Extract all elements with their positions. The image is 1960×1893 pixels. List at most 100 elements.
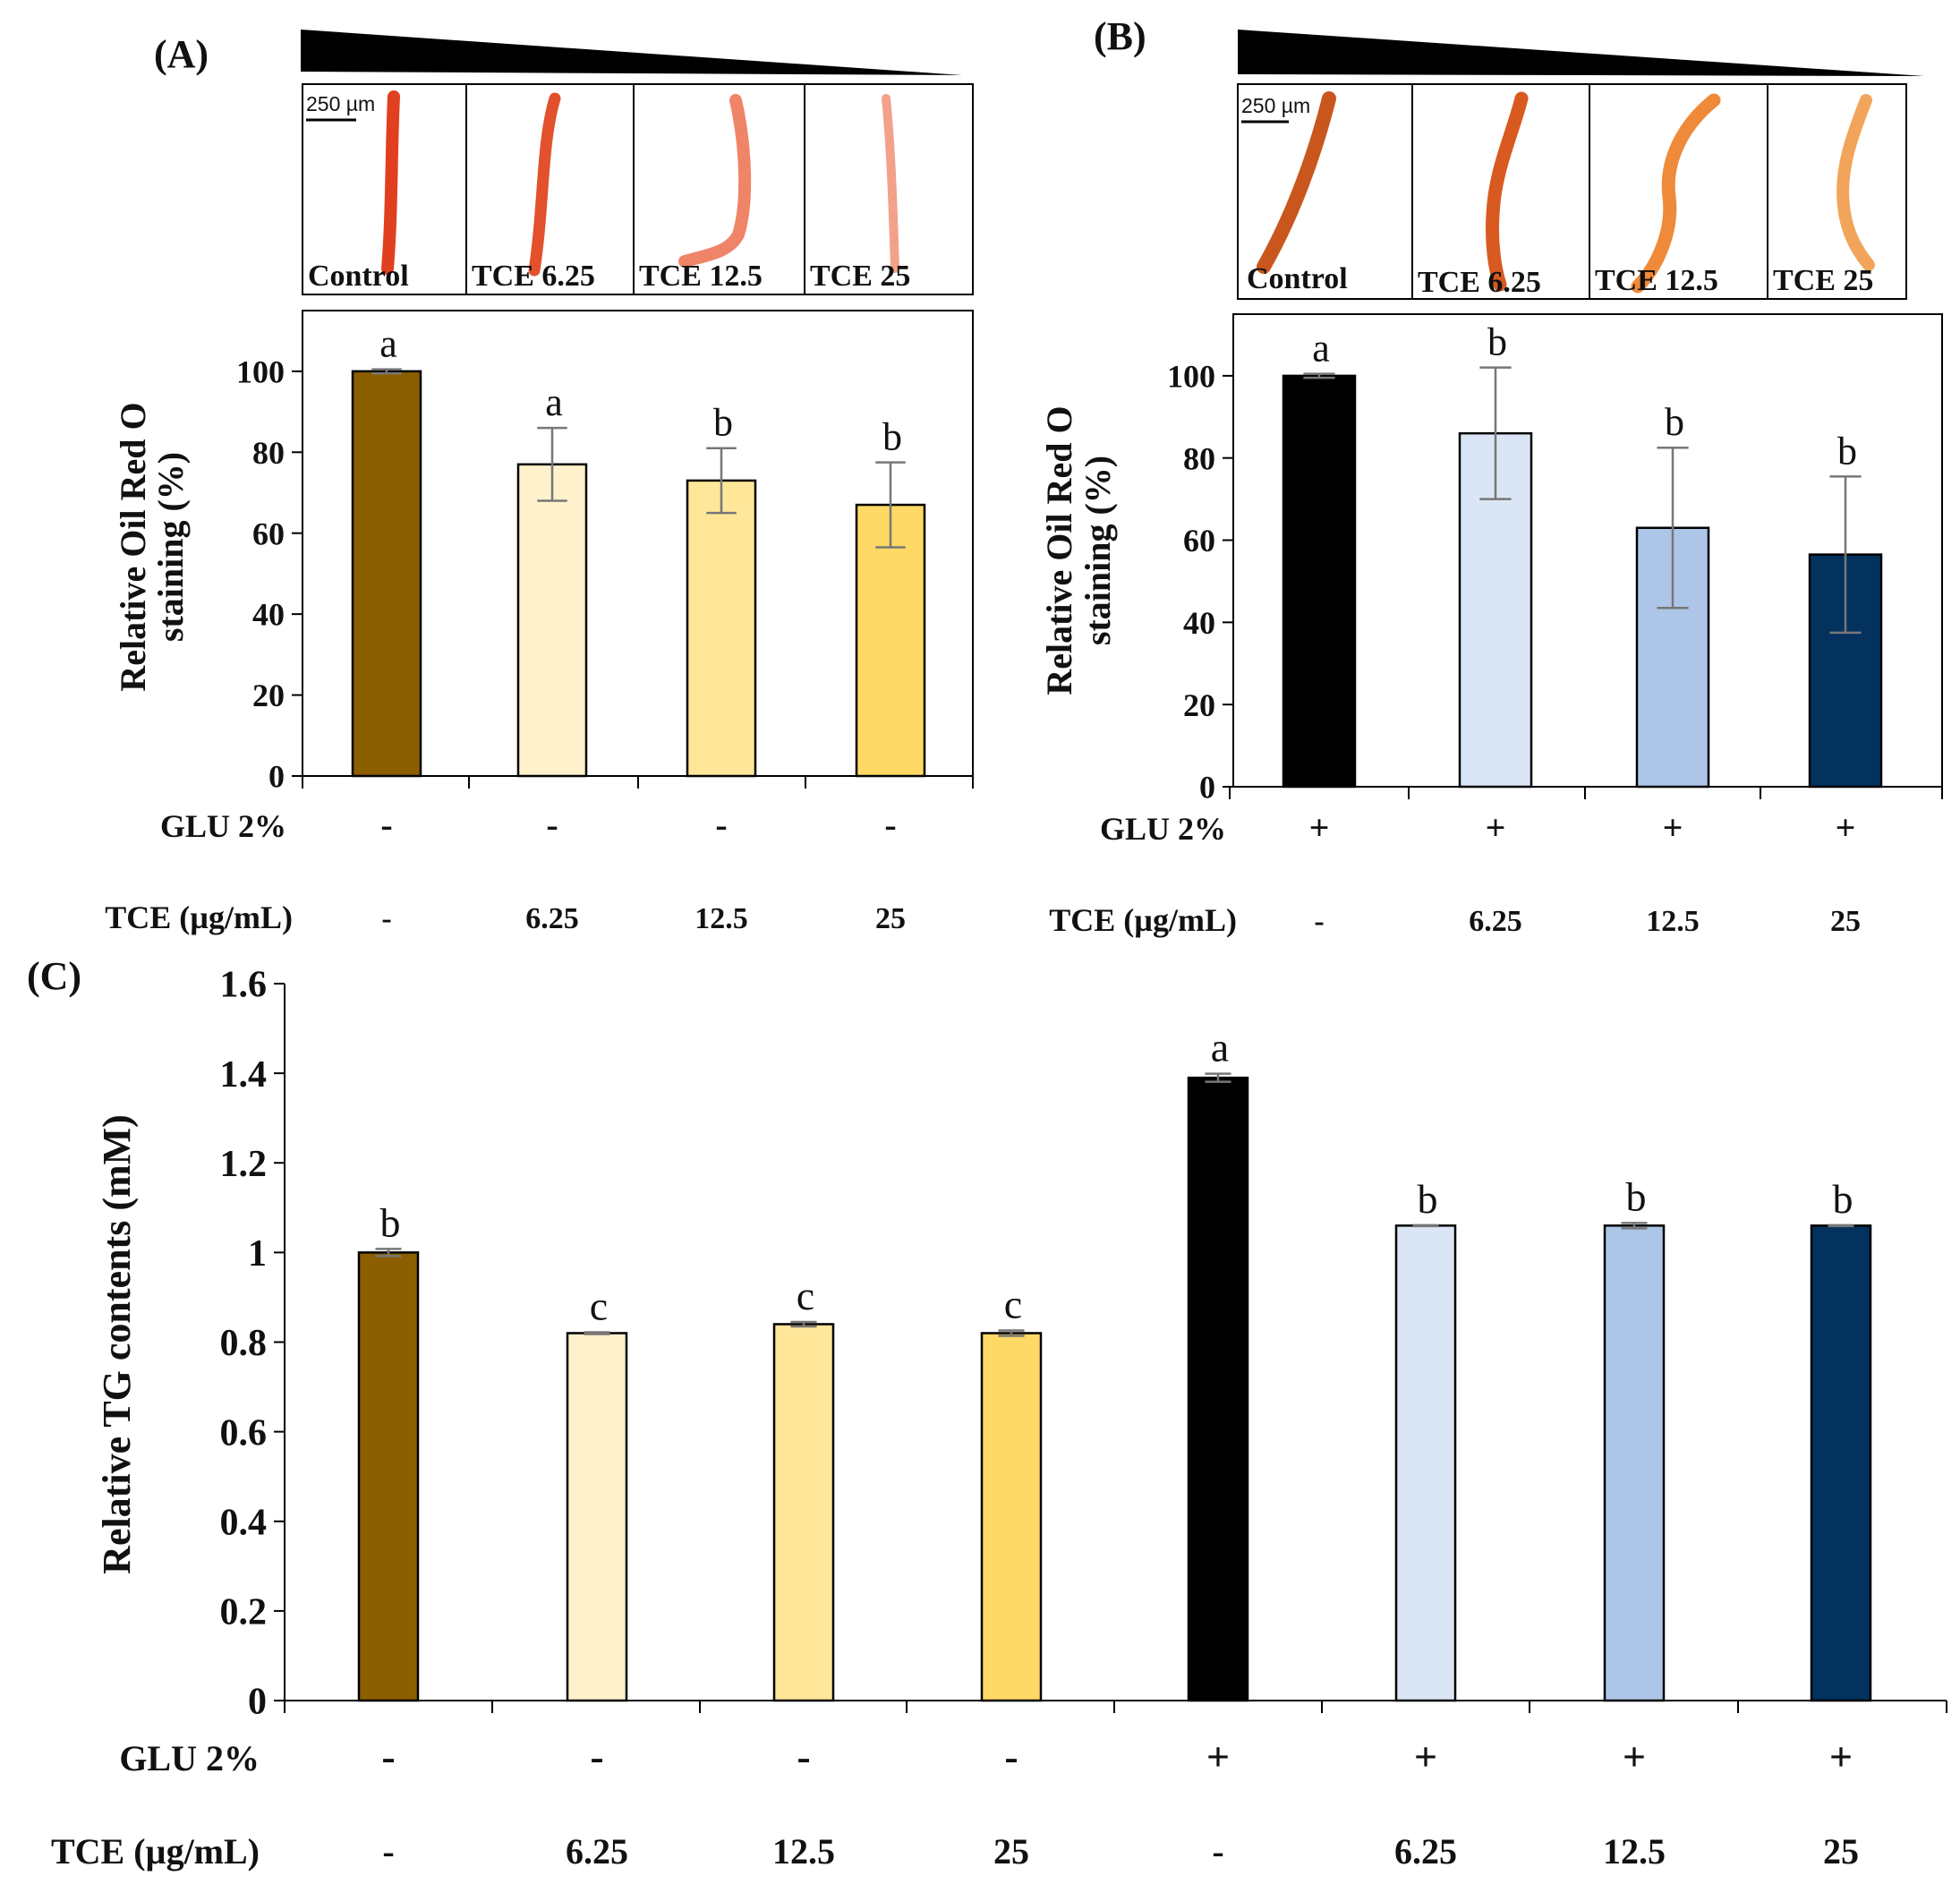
- chart-a-ytick-label: 40: [252, 597, 285, 633]
- chart-a-ytick-label: 60: [252, 516, 285, 551]
- chart-a-tce-value: 12.5: [695, 902, 748, 935]
- panel-label-c: (C): [27, 954, 81, 998]
- chart-b-tce-value: 12.5: [1646, 905, 1700, 938]
- chart-a-significance-letter: a: [379, 322, 397, 366]
- chart-c: 0 0.2 0.4 0.6 0.8 1 1.2 1.4 1.6 b c c c a b b b GLU 2% T…: [51, 965, 1947, 1872]
- worm-a-tce625: [528, 92, 561, 277]
- chart-b-ytick-label: 80: [1183, 440, 1215, 476]
- chart-a-significance-letter: b: [713, 401, 733, 445]
- chart-b-ytick-label: 100: [1167, 358, 1215, 394]
- chart-b-tce-value: -: [1314, 905, 1324, 938]
- chart-b-glu-value: +: [1486, 807, 1506, 848]
- chart-c-bar: [772, 1323, 835, 1702]
- chart-c-significance-letter: c: [1004, 1281, 1022, 1326]
- chart-c-significance-letter: c: [590, 1283, 608, 1328]
- chart-c-bar: [1603, 1224, 1666, 1702]
- chart-a-condition-rows: GLU 2% TCE (µg/mL) - - - - - 6.25 12.5 25: [105, 805, 906, 935]
- chart-a-ylabel-line1: Relative Oil Red O: [113, 402, 153, 691]
- chart-c-significance-letter: c: [797, 1273, 814, 1318]
- chart-c-glu-value: -: [797, 1734, 810, 1779]
- chart-a-bar: [516, 463, 588, 778]
- chart-a-row-label-glu: GLU 2%: [160, 808, 286, 844]
- chart-c-y-ticks: 0 0.2 0.4 0.6 0.8 1 1.2 1.4 1.6: [220, 965, 285, 1723]
- chart-c-ytick-label: 0.6: [220, 1412, 268, 1454]
- chart-a-bars: a a b b: [351, 322, 926, 778]
- image-strip-b: 250 µm Control TCE 6.25 TCE 12.5 TCE 25: [1237, 83, 1907, 300]
- chart-c-row-label-glu: GLU 2%: [119, 1738, 260, 1778]
- chart-c-bars: b c c c a b b b: [357, 1025, 1872, 1702]
- chart-c-bar: [1187, 1076, 1249, 1702]
- chart-a: 0 20 40 60 80 100 a a b b GLU 2% TCE (µg/mL) - - - - -…: [105, 310, 974, 935]
- chart-c-glu-value: -: [590, 1734, 603, 1779]
- chart-c-ylabel: Relative TG contents (mM): [95, 1114, 139, 1574]
- chart-b-glu-value: +: [1309, 807, 1330, 848]
- image-label-a-2: TCE 6.25: [472, 260, 595, 293]
- chart-c-significance-letter: b: [1418, 1176, 1438, 1222]
- chart-a-bar: [351, 370, 422, 778]
- chart-c-ytick-label: 1.4: [220, 1054, 268, 1096]
- chart-a-bar: [686, 479, 757, 778]
- chart-b-significance-letter: b: [1487, 320, 1507, 364]
- chart-c-ytick-label: 1: [248, 1233, 267, 1275]
- chart-b-ytick-label: 0: [1199, 770, 1215, 806]
- chart-c-tce-value: 25: [993, 1831, 1029, 1872]
- chart-a-tce-value: 6.25: [525, 902, 579, 935]
- chart-a-glu-value: -: [546, 805, 558, 845]
- chart-c-significance-letter: a: [1211, 1025, 1229, 1070]
- chart-a-significance-letter: a: [545, 380, 563, 424]
- chart-a-row-label-tce: TCE (µg/mL): [105, 900, 293, 935]
- chart-a-ylabel-line2: staining (%): [150, 452, 191, 642]
- chart-b-tce-value: 6.25: [1469, 905, 1522, 938]
- chart-c-ytick-label: 0: [248, 1682, 267, 1723]
- chart-a-glu-value: -: [380, 805, 392, 845]
- chart-b-significance-letter: b: [1837, 429, 1857, 473]
- chart-c-bar: [1810, 1224, 1872, 1702]
- gradient-wedge-b: [1238, 30, 1924, 76]
- chart-b-significance-letter: a: [1312, 327, 1330, 371]
- chart-a-bar: [855, 503, 926, 778]
- scale-text-a: 250 µm: [306, 92, 375, 115]
- image-label-b-4: TCE 25: [1773, 264, 1873, 297]
- chart-c-ytick-label: 0.8: [220, 1323, 268, 1364]
- image-strip-a: 250 µm Control TCE 6.25 TCE 12.5 TCE 25: [302, 83, 974, 295]
- chart-b-bars: a b b b: [1282, 320, 1883, 789]
- chart-c-ytick-label: 1.6: [220, 965, 268, 1006]
- worm-b-tce625: [1486, 91, 1529, 292]
- image-label-a-1: Control: [308, 260, 409, 293]
- worm-a-tce25: [882, 94, 899, 273]
- gradient-wedge-a: [301, 30, 962, 75]
- chart-a-tce-value: 25: [875, 902, 906, 935]
- chart-c-glu-value: +: [1414, 1734, 1437, 1779]
- chart-c-bar: [980, 1332, 1043, 1702]
- chart-b: 0 20 40 60 80 100 a b b b GLU 2% TCE (µg/mL) + + + + -…: [1039, 313, 1943, 938]
- chart-a-significance-letter: b: [882, 415, 902, 459]
- chart-c-tce-value: 6.25: [566, 1831, 628, 1872]
- worm-a-control: [381, 90, 400, 275]
- chart-a-ytick-label: 20: [252, 678, 285, 713]
- chart-c-glu-value: +: [1623, 1734, 1646, 1779]
- chart-b-y-ticks: 0 20 40 60 80 100: [1167, 358, 1233, 806]
- worm-a-tce125: [678, 94, 752, 268]
- chart-c-row-label-tce: TCE (µg/mL): [51, 1831, 260, 1872]
- chart-c-bar: [566, 1332, 628, 1702]
- chart-b-x-axis: [1229, 786, 1943, 799]
- chart-b-significance-letter: b: [1665, 400, 1684, 444]
- chart-c-significance-letter: b: [1626, 1173, 1647, 1219]
- chart-c-tce-value: 12.5: [1603, 1831, 1666, 1872]
- scale-text-b: 250 µm: [1241, 94, 1310, 117]
- chart-b-ytick-label: 40: [1183, 605, 1215, 641]
- chart-b-glu-value: +: [1663, 807, 1683, 848]
- panel-label-b: (B): [1094, 14, 1146, 58]
- image-label-a-3: TCE 12.5: [639, 260, 763, 293]
- chart-b-bar: [1282, 374, 1357, 789]
- chart-a-tce-value: -: [381, 902, 391, 935]
- chart-b-condition-rows: GLU 2% TCE (µg/mL) + + + + - 6.25 12.5 25: [1049, 807, 1861, 938]
- chart-c-x-axis: [284, 1700, 1947, 1713]
- chart-c-condition-rows: GLU 2% TCE (µg/mL) - - - - + + + + - 6.25 12.5 25 - 6.2…: [51, 1734, 1859, 1872]
- image-label-b-1: Control: [1247, 262, 1348, 295]
- chart-b-tce-value: 25: [1830, 905, 1861, 938]
- chart-b-ylabel-line1: Relative Oil Red O: [1039, 405, 1079, 695]
- panel-label-a: (A): [154, 32, 209, 76]
- chart-c-tce-value: 6.25: [1394, 1831, 1457, 1872]
